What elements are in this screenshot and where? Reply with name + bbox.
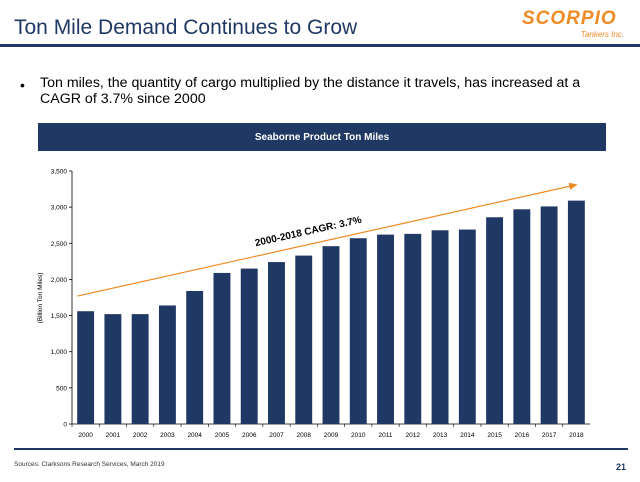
- bottom-rule: [14, 448, 628, 450]
- x-tick-label: 2001: [106, 432, 121, 439]
- bullet-marker: •: [20, 77, 25, 93]
- x-tick-label: 2016: [515, 432, 530, 439]
- bar: [377, 234, 394, 424]
- logo-word: SCORPIO: [522, 8, 617, 29]
- y-tick-label: 1,500: [51, 313, 68, 320]
- bar: [431, 230, 449, 424]
- title-rule: [0, 44, 640, 47]
- slide-title: Ton Mile Demand Continues to Grow: [14, 16, 358, 39]
- bullet-text: Ton miles, the quantity of cargo multipl…: [40, 75, 581, 107]
- x-tick-label: 2004: [187, 432, 202, 439]
- bar: [349, 238, 367, 424]
- bar: [295, 255, 313, 424]
- bar: [158, 305, 176, 424]
- x-tick-label: 2013: [433, 432, 448, 439]
- x-tick-label: 2009: [324, 432, 339, 439]
- x-tick-label: 2003: [160, 432, 175, 439]
- bar: [513, 209, 531, 424]
- bar: [322, 246, 340, 424]
- bar: [213, 272, 231, 424]
- bar: [77, 311, 95, 424]
- y-tick-label: 2,000: [51, 277, 68, 284]
- x-tick-label: 2002: [133, 432, 148, 439]
- y-tick-label: 2,500: [51, 241, 68, 248]
- x-tick-label: 2000: [78, 432, 93, 439]
- bar: [404, 233, 422, 424]
- bar: [486, 217, 504, 424]
- y-axis-label: (Billion Ton Miles): [37, 273, 44, 324]
- y-tick-label: 3,500: [51, 169, 68, 176]
- y-tick-label: 0: [63, 422, 67, 429]
- x-tick-label: 2011: [379, 432, 393, 439]
- x-tick-label: 2007: [269, 432, 284, 439]
- source-note: Sources: Clarksons Research Services, Ma…: [14, 461, 165, 468]
- bar: [458, 229, 476, 424]
- bar: [540, 206, 558, 424]
- y-tick-label: 3,000: [51, 205, 68, 212]
- bar: [268, 262, 285, 424]
- x-tick-label: 2006: [242, 432, 257, 439]
- x-tick-label: 2012: [406, 432, 421, 439]
- bar: [104, 314, 122, 424]
- company-logo: SCORPIO Tankers Inc.: [520, 6, 630, 42]
- x-tick-label: 2005: [215, 432, 230, 439]
- logo-subtitle: Tankers Inc.: [580, 30, 624, 39]
- y-tick-label: 1,000: [51, 349, 68, 356]
- x-tick-label: 2014: [460, 432, 475, 439]
- bar: [567, 200, 585, 424]
- x-tick-label: 2018: [569, 432, 584, 439]
- x-tick-label: 2017: [542, 432, 557, 439]
- bar: [186, 290, 204, 424]
- x-tick-label: 2010: [351, 432, 366, 439]
- y-tick-label: 500: [56, 385, 67, 392]
- chart-title: Seaborne Product Ton Miles: [38, 123, 606, 151]
- bar: [240, 268, 258, 424]
- x-tick-label: 2015: [487, 432, 502, 439]
- trend-arrow: [77, 182, 578, 297]
- x-tick-label: 2008: [297, 432, 312, 439]
- bar: [131, 314, 149, 424]
- page-number: 21: [615, 462, 626, 472]
